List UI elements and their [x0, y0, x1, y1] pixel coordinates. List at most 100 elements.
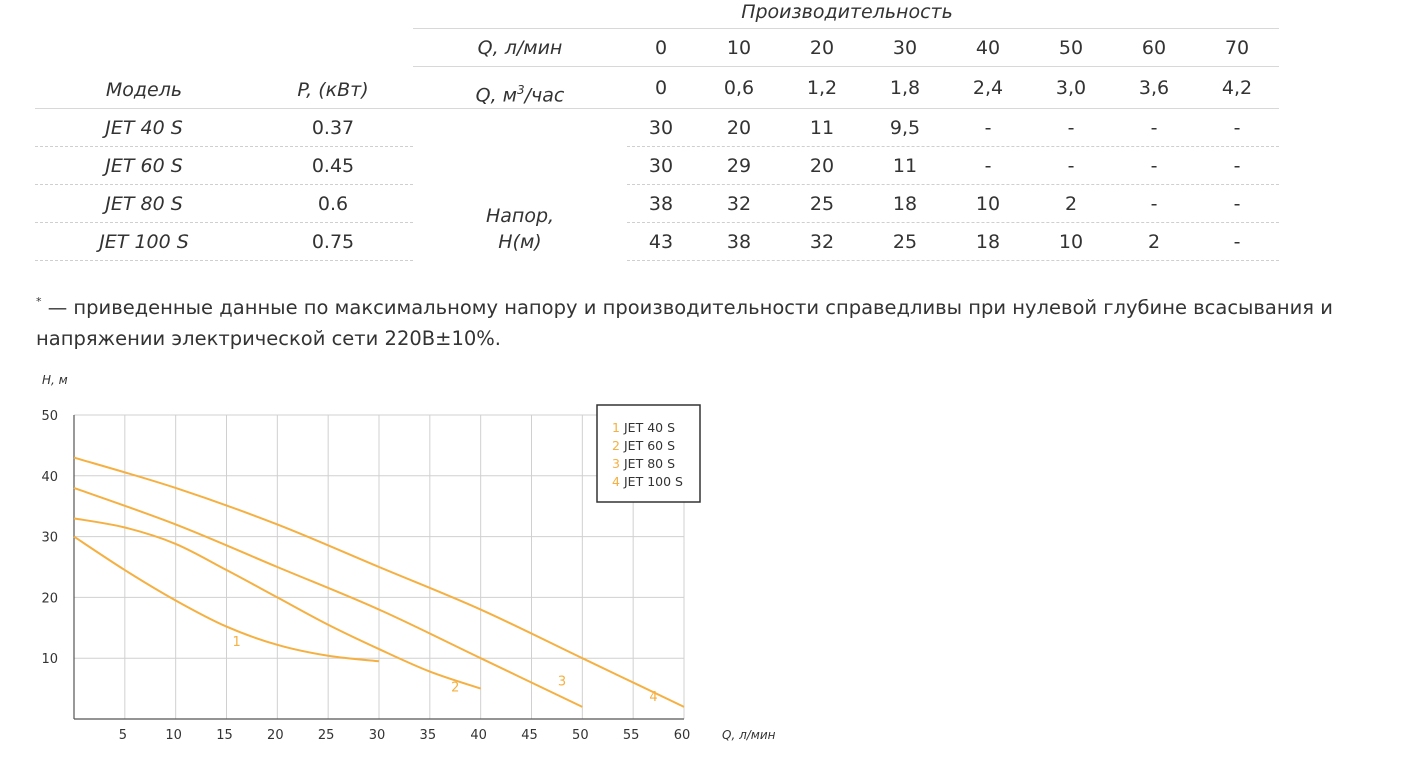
- head-value: 20: [726, 117, 752, 139]
- head-label-line2: H(м): [498, 231, 542, 253]
- x-axis-label: Q, л/мин: [722, 728, 776, 742]
- head-value: 11: [809, 117, 835, 139]
- chart-svg: 5 10 15 20 25 30 35 40 45 50 55 60 10 20 30 40 50 Q, л/ми…: [41, 373, 776, 743]
- y-tick-label: 20: [41, 591, 58, 606]
- q-lmin-label: Q, л/мин: [477, 37, 563, 59]
- x-tick-label: 5: [119, 728, 127, 743]
- head-value: -: [1233, 231, 1241, 253]
- y-tick-label: 50: [41, 409, 58, 424]
- power-value: 0.6: [317, 193, 349, 215]
- q-lmin-value: 60: [1141, 37, 1167, 59]
- head-value: 11: [892, 155, 918, 177]
- q-lmin-divider: [413, 66, 1279, 67]
- y-tick-label: 30: [41, 531, 58, 546]
- x-tick-label: 40: [470, 728, 487, 743]
- head-value: 18: [975, 231, 1001, 253]
- head-value: 32: [726, 193, 752, 215]
- x-tick-label: 60: [674, 728, 691, 743]
- q-m3h-value: 1,8: [889, 77, 921, 99]
- head-value: 9,5: [889, 117, 921, 139]
- column-header-divider: [35, 108, 1279, 109]
- head-value: -: [1233, 193, 1241, 215]
- x-tick-label: 30: [369, 728, 386, 743]
- series-label-2: 2: [451, 681, 459, 696]
- x-tick-label: 45: [521, 728, 538, 743]
- row-divider: [35, 222, 413, 223]
- y-axis-label: H, м: [42, 373, 68, 387]
- series-line-4: [73, 456, 685, 708]
- q-m3h-value: 1,2: [806, 77, 838, 99]
- q-lmin-value: 40: [975, 37, 1001, 59]
- head-value: -: [1067, 155, 1075, 177]
- performance-table: Производительность Q, л/мин Модель P, (к…: [0, 0, 1402, 270]
- x-tick-label: 20: [267, 728, 284, 743]
- head-flow-chart: 5 10 15 20 25 30 35 40 45 50 55 60 10 20 30 40 50 Q, л/ми…: [0, 360, 800, 770]
- legend-entry: JET 60 S: [623, 438, 675, 453]
- footnote-text: — приведенные данные по максимальному на…: [36, 296, 1333, 350]
- head-value: -: [984, 155, 992, 177]
- q-lmin-value: 0: [654, 37, 668, 59]
- performance-group-header: Производительность: [741, 1, 953, 23]
- head-value: 2: [1147, 231, 1161, 253]
- y-tick-label: 10: [41, 652, 58, 667]
- power-value: 0.45: [311, 155, 355, 177]
- q-lmin-value: 70: [1224, 37, 1250, 59]
- legend-number-4: 4: [612, 474, 620, 489]
- row-divider: [35, 146, 413, 147]
- series-line-2: [73, 517, 481, 690]
- head-label-line1: Напор,: [485, 205, 555, 227]
- row-divider: [627, 260, 1279, 261]
- head-value: 2: [1064, 193, 1078, 215]
- footnote-star: *: [36, 295, 42, 308]
- q-m3h-value: 0: [654, 77, 668, 99]
- q-m3h-value: 4,2: [1221, 77, 1253, 99]
- series-line-3: [73, 487, 583, 708]
- head-value: 25: [892, 231, 918, 253]
- q-m3h-value: 0,6: [723, 77, 755, 99]
- legend-entry: JET 100 S: [623, 474, 683, 489]
- q-m3h-value: 3,0: [1055, 77, 1087, 99]
- legend-number-2: 2: [612, 438, 620, 453]
- model-name: JET 40 S: [105, 117, 183, 139]
- head-value: -: [1233, 117, 1241, 139]
- power-value: 0.75: [311, 231, 355, 253]
- head-value: 30: [648, 155, 674, 177]
- head-value: 25: [809, 193, 835, 215]
- x-tick-label: 25: [318, 728, 335, 743]
- x-tick-label: 50: [572, 728, 589, 743]
- row-divider: [627, 222, 1279, 223]
- model-header: Модель: [105, 79, 183, 101]
- q-m3h-value: 2,4: [972, 77, 1004, 99]
- q-m3h-value: 3,6: [1138, 77, 1170, 99]
- series-label-1: 1: [233, 635, 241, 650]
- header-divider: [413, 28, 1279, 29]
- x-tick-label: 55: [623, 728, 640, 743]
- q-m3h-label: Q, м3/час: [476, 78, 565, 107]
- q-lmin-value: 50: [1058, 37, 1084, 59]
- row-divider: [35, 184, 413, 185]
- head-value: 32: [809, 231, 835, 253]
- head-value: 18: [892, 193, 918, 215]
- power-value: 0.37: [311, 117, 355, 139]
- head-value: -: [1150, 193, 1158, 215]
- q-m3h-label-base: Q, м: [475, 84, 518, 107]
- x-tick-label: 10: [165, 728, 182, 743]
- head-value: -: [1233, 155, 1241, 177]
- head-value: -: [1150, 155, 1158, 177]
- row-divider: [627, 146, 1279, 147]
- head-value: 43: [648, 231, 674, 253]
- legend-number-3: 3: [612, 456, 620, 471]
- legend-entry: JET 40 S: [623, 420, 675, 435]
- model-name: JET 60 S: [105, 155, 183, 177]
- head-value: 38: [726, 231, 752, 253]
- model-name: JET 100 S: [99, 231, 189, 253]
- series-line-1: [73, 535, 380, 663]
- x-tick-label: 35: [420, 728, 437, 743]
- x-tick-label: 15: [216, 728, 233, 743]
- y-tick-label: 40: [41, 470, 58, 485]
- row-divider: [35, 260, 413, 261]
- model-name: JET 80 S: [105, 193, 183, 215]
- head-value: 38: [648, 193, 674, 215]
- row-divider: [627, 184, 1279, 185]
- head-value: 10: [1058, 231, 1084, 253]
